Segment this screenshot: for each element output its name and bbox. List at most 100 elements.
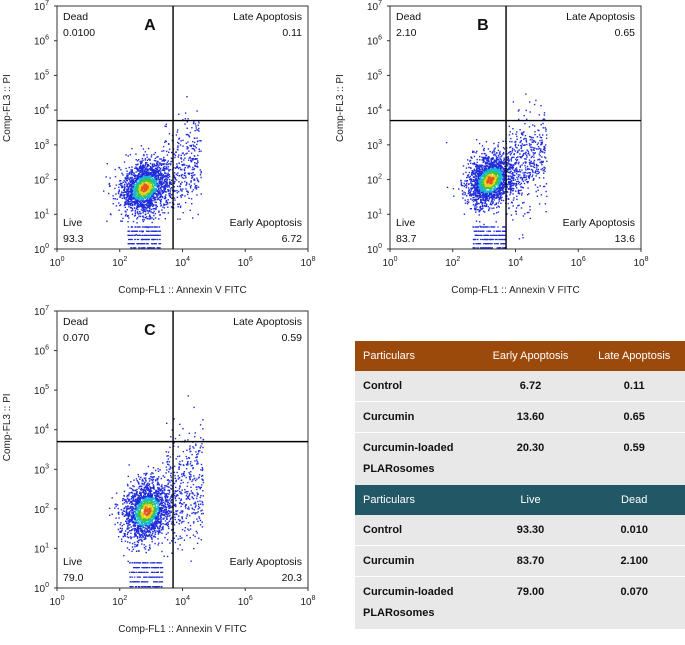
- scatter-point: [135, 200, 138, 202]
- quadrant-early-label: Early Apoptosis: [230, 217, 302, 229]
- scatter-point: [163, 176, 165, 178]
- scatter-point: [162, 168, 164, 170]
- scatter-point: [511, 157, 513, 159]
- scatter-point: [479, 243, 482, 245]
- scatter-point: [542, 122, 544, 125]
- scatter-point: [173, 182, 175, 185]
- scatter-point: [123, 185, 125, 187]
- scatter-point: [467, 176, 469, 178]
- scatter-point: [495, 243, 497, 245]
- scatter-point: [191, 168, 193, 171]
- scatter-point: [151, 212, 153, 214]
- scatter-point: [464, 192, 467, 194]
- scatter-point: [125, 197, 128, 199]
- scatter-point: [511, 149, 514, 151]
- scatter-point: [528, 126, 531, 128]
- scatter-point: [161, 196, 164, 199]
- scatter-point: [472, 170, 474, 173]
- scatter-point: [177, 141, 179, 144]
- scatter-point: [154, 191, 156, 193]
- scatter-point: [165, 168, 167, 170]
- scatter-point: [143, 183, 145, 185]
- x-tick-label: 106: [571, 256, 586, 269]
- scatter-point: [510, 164, 513, 166]
- scatter-point: [530, 137, 533, 139]
- scatter-point: [163, 188, 165, 190]
- scatter-point: [183, 159, 185, 161]
- scatter-point: [186, 193, 189, 196]
- scatter-point: [472, 163, 474, 165]
- scatter-point: [544, 156, 546, 158]
- scatter-point: [517, 150, 519, 152]
- scatter-point: [148, 188, 151, 190]
- scatter-point: [481, 205, 484, 208]
- scatter-point: [142, 208, 144, 211]
- scatter-point: [173, 174, 175, 177]
- scatter-point: [480, 201, 482, 204]
- scatter-point: [133, 198, 135, 200]
- scatter-point: [488, 198, 490, 200]
- scatter-point: [485, 179, 487, 181]
- scatter-point: [499, 238, 501, 241]
- scatter-point: [488, 169, 490, 171]
- scatter-point: [128, 182, 130, 184]
- scatter-point: [155, 171, 157, 174]
- scatter-point: [127, 186, 129, 189]
- scatter-point: [539, 149, 542, 152]
- scatter-point: [499, 161, 502, 163]
- scatter-point: [507, 202, 509, 205]
- scatter-point: [150, 173, 152, 176]
- scatter-point: [154, 212, 157, 215]
- scatter-point: [171, 194, 173, 196]
- scatter-point: [146, 171, 148, 173]
- scatter-point: [140, 200, 142, 202]
- scatter-point: [174, 156, 176, 159]
- scatter-point: [130, 185, 133, 188]
- scatter-point: [184, 123, 186, 125]
- scatter-point: [478, 168, 480, 170]
- scatter-point: [169, 201, 171, 204]
- scatter-point: [151, 243, 154, 245]
- scatter-point: [513, 153, 515, 156]
- scatter-point: [186, 127, 188, 129]
- scatter-point: [515, 146, 517, 148]
- scatter-point: [483, 194, 485, 196]
- scatter-point: [478, 164, 480, 166]
- scatter-point: [174, 190, 177, 192]
- scatter-point: [493, 166, 496, 168]
- scatter-point: [480, 178, 482, 181]
- scatter-point: [473, 207, 476, 210]
- scatter-point: [478, 165, 480, 168]
- scatter-point: [462, 184, 464, 187]
- scatter-point: [138, 173, 141, 175]
- scatter-point: [483, 171, 485, 173]
- scatter-point: [510, 183, 512, 185]
- scatter-point: [479, 159, 481, 161]
- scatter-point: [171, 160, 173, 162]
- scatter-point: [132, 209, 134, 211]
- scatter-point: [128, 183, 130, 185]
- scatter-point: [163, 156, 165, 159]
- scatter-point: [164, 172, 166, 174]
- scatter-point: [493, 230, 495, 232]
- scatter-point: [525, 158, 527, 160]
- scatter-point: [484, 190, 486, 192]
- scatter-point: [132, 185, 134, 188]
- scatter-point: [129, 154, 132, 156]
- scatter-point: [195, 188, 198, 190]
- scatter-point: [521, 234, 524, 236]
- scatter-point: [495, 173, 497, 175]
- scatter-point: [165, 201, 167, 203]
- scatter-point: [146, 209, 148, 212]
- scatter-point: [499, 189, 501, 191]
- scatter-point: [515, 190, 517, 192]
- scatter-point: [485, 162, 488, 164]
- scatter-point: [493, 160, 495, 163]
- scatter-point: [528, 159, 531, 161]
- scatter-point: [132, 186, 134, 189]
- scatter-point: [151, 168, 153, 170]
- scatter-point: [153, 174, 155, 176]
- scatter-point: [513, 153, 516, 155]
- scatter-point: [522, 187, 524, 189]
